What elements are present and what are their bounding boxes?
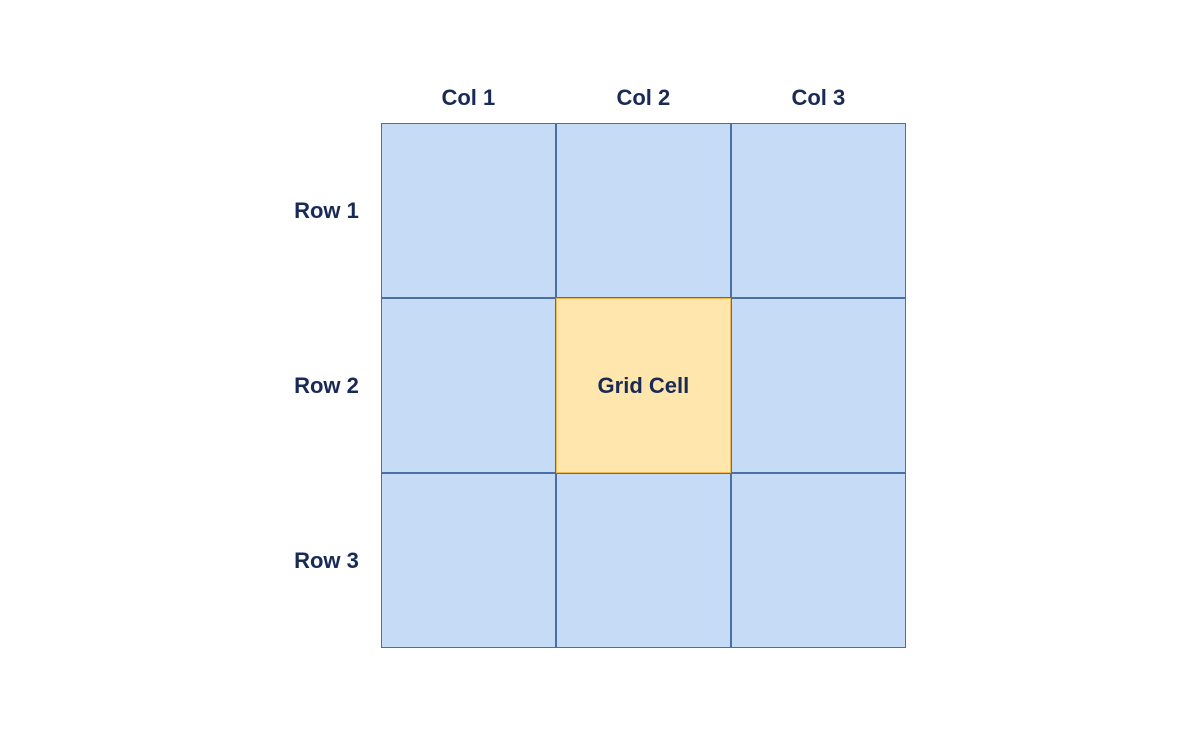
grid-cell (556, 473, 731, 648)
col-header-1: Col 1 (381, 85, 556, 111)
row-header-1: Row 1 (294, 123, 359, 298)
grid-cell-highlighted: Grid Cell (556, 298, 731, 473)
row-header-3: Row 3 (294, 473, 359, 648)
col-header-3: Col 3 (731, 85, 906, 111)
grid-cell (381, 298, 556, 473)
grid-diagram: Col 1 Col 2 Col 3 Row 1 Row 2 Row 3 Grid… (294, 85, 906, 648)
row-headers: Row 1 Row 2 Row 3 (294, 123, 359, 648)
column-headers: Col 1 Col 2 Col 3 (381, 85, 906, 111)
col-header-2: Col 2 (556, 85, 731, 111)
grid-cell (381, 473, 556, 648)
grid-cell (731, 473, 906, 648)
grid-cell (556, 123, 731, 298)
grid-area: Row 1 Row 2 Row 3 Grid Cell (294, 123, 906, 648)
grid-cell (381, 123, 556, 298)
grid: Grid Cell (381, 123, 906, 648)
grid-cell (731, 123, 906, 298)
grid-cell (731, 298, 906, 473)
row-header-2: Row 2 (294, 298, 359, 473)
